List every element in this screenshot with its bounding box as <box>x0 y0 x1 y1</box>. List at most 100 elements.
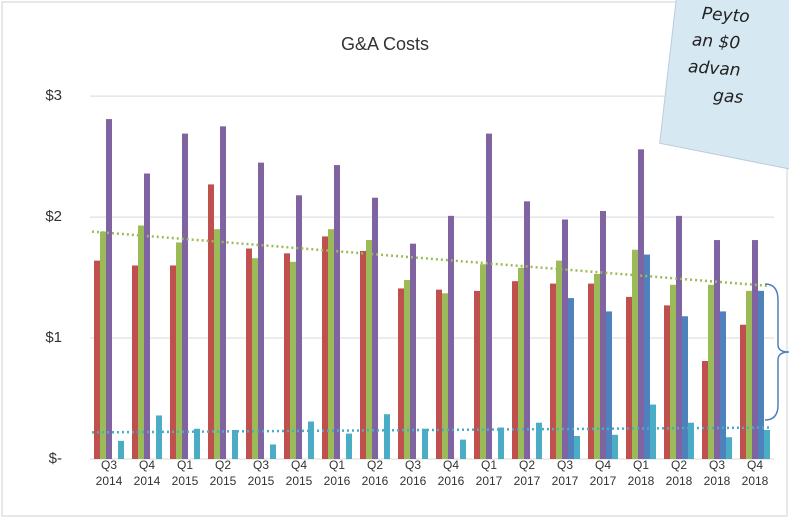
bar <box>568 298 574 459</box>
bar <box>746 290 752 459</box>
bar <box>436 289 442 459</box>
x-tick-label: Q2 <box>215 458 231 472</box>
x-tick-label: Q3 <box>405 458 421 472</box>
bar <box>612 434 618 459</box>
bar <box>232 429 238 459</box>
bar <box>308 421 314 459</box>
bar <box>442 293 448 459</box>
bar <box>246 248 252 459</box>
bar <box>284 253 290 459</box>
bar <box>486 133 492 459</box>
x-tick-label: Q4 <box>139 458 155 472</box>
bar <box>512 281 518 459</box>
bar <box>182 133 188 459</box>
bar <box>360 250 366 459</box>
bar <box>346 433 352 459</box>
x-tick-label: 2017 <box>552 474 579 488</box>
bar <box>290 261 296 459</box>
x-tick-label: 2016 <box>438 474 465 488</box>
bar <box>524 201 530 459</box>
x-tick-label: 2018 <box>704 474 731 488</box>
bar <box>220 126 226 459</box>
bar <box>480 264 486 459</box>
bar <box>606 311 612 459</box>
bar <box>562 219 568 459</box>
bar <box>176 242 182 459</box>
bar <box>588 283 594 459</box>
bar <box>100 231 106 459</box>
bar <box>708 284 714 459</box>
bar <box>676 215 682 459</box>
bar <box>518 267 524 459</box>
trendline <box>91 426 771 434</box>
bar <box>214 229 220 459</box>
bar <box>94 260 100 459</box>
bar <box>688 422 694 459</box>
bar <box>726 437 732 459</box>
bar <box>550 283 556 459</box>
x-tick-label: Q1 <box>633 458 649 472</box>
bar <box>720 311 726 459</box>
trendline <box>91 230 771 288</box>
bar <box>156 415 162 459</box>
y-tick-label: $1 <box>45 329 62 346</box>
note-paper <box>659 0 789 171</box>
bar <box>366 240 372 459</box>
x-tick-label: Q3 <box>253 458 269 472</box>
bar <box>296 195 302 459</box>
x-tick-label: 2018 <box>628 474 655 488</box>
bar <box>638 149 644 460</box>
brace <box>764 283 789 421</box>
y-tick-label: $3 <box>45 87 62 104</box>
x-tick-label: 2015 <box>210 474 237 488</box>
bar <box>170 265 176 459</box>
note-text: an $0 <box>691 30 741 53</box>
bar <box>252 258 258 459</box>
bar <box>498 427 504 459</box>
bar <box>106 119 112 460</box>
bar <box>594 273 600 459</box>
x-tick-label: Q1 <box>481 458 497 472</box>
bar <box>474 290 480 459</box>
bar <box>632 249 638 459</box>
x-tick-label: Q3 <box>101 458 117 472</box>
bar <box>758 290 764 459</box>
x-tick-label: Q1 <box>177 458 193 472</box>
bar <box>682 316 688 459</box>
x-tick-label: 2018 <box>666 474 693 488</box>
x-tick-label: 2014 <box>134 474 161 488</box>
x-tick-label: Q4 <box>291 458 307 472</box>
sticky-note: Peyto an $0 advan gas <box>659 0 789 171</box>
x-tick-label: 2017 <box>514 474 541 488</box>
bar <box>536 422 542 459</box>
bar <box>334 165 340 459</box>
x-tick-label: Q1 <box>329 458 345 472</box>
bar <box>752 240 758 459</box>
bar <box>410 243 416 459</box>
bar <box>702 361 708 459</box>
bar <box>644 254 650 459</box>
bar <box>650 404 656 459</box>
bar <box>270 444 276 459</box>
bar <box>556 260 562 459</box>
x-tick-label: Q2 <box>671 458 687 472</box>
x-tick-label: 2015 <box>248 474 275 488</box>
bar <box>144 173 150 460</box>
x-tick-label: 2017 <box>476 474 503 488</box>
x-tick-label: Q3 <box>557 458 573 472</box>
bar <box>322 236 328 459</box>
x-tick-label: 2014 <box>96 474 123 488</box>
x-tick-label: Q3 <box>709 458 725 472</box>
x-tick-label: 2015 <box>172 474 199 488</box>
bar <box>258 162 264 459</box>
x-tick-label: 2018 <box>742 474 769 488</box>
bar <box>626 296 632 459</box>
bar <box>422 428 428 459</box>
bar <box>138 225 144 459</box>
bar <box>600 211 606 459</box>
y-tick-label: $- <box>49 450 62 467</box>
bar <box>194 428 200 459</box>
x-tick-label: 2016 <box>362 474 389 488</box>
y-tick-label: $2 <box>45 208 62 225</box>
